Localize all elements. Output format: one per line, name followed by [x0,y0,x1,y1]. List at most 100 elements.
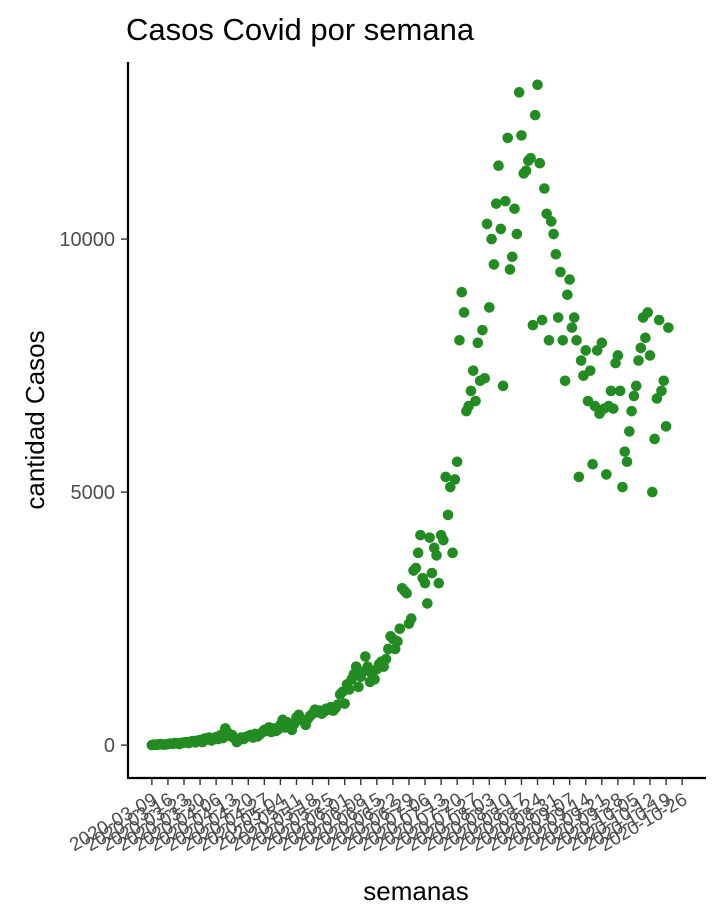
y-tick-label: 10000 [59,229,115,251]
data-point [419,577,431,589]
y-ticks: 0 5000 10000 [59,229,128,757]
data-point [596,337,608,349]
data-point [506,251,518,263]
data-point [495,223,507,235]
data-point [438,534,449,546]
data-point [591,345,603,356]
data-point [633,355,644,366]
data-point [454,335,465,346]
data-point [486,233,497,245]
data-point [555,266,566,278]
data-point [575,355,587,366]
data-point [513,87,525,98]
data-point [534,157,546,169]
data-point [431,550,442,561]
data-point [628,390,640,402]
data-point [630,380,642,392]
data-point [467,365,479,376]
data-point [426,567,438,579]
data-point [566,322,578,333]
data-point [509,203,520,215]
data-point [497,380,509,392]
data-point [635,342,647,354]
data-point [548,228,559,240]
data-point [580,345,592,356]
data-point [642,307,654,318]
data-point [394,623,406,635]
data-point [624,426,635,437]
data-point [573,471,585,483]
data-point [614,385,626,397]
data-point [422,598,433,609]
data-point [649,433,660,445]
data-point [516,130,527,141]
data-point [405,613,417,624]
data-point [568,312,580,323]
data-point [651,393,663,404]
data-point [433,577,445,589]
data-point [656,385,667,397]
data-point [511,228,523,240]
data-point [380,653,392,665]
data-point [653,314,665,326]
data-point [362,661,373,672]
data-point [543,335,555,346]
points-layer [146,79,674,751]
data-point [339,698,350,709]
data-point [458,307,470,318]
data-point [479,372,491,384]
data-point [529,109,541,121]
y-tick-label: 5000 [71,482,116,504]
data-point [451,456,463,468]
data-point [525,152,536,164]
data-point [559,375,571,387]
data-point [490,198,502,209]
data-point [663,322,674,333]
data-point [644,350,656,361]
data-point [640,332,651,344]
data-point [571,335,582,346]
data-point [658,375,670,387]
data-point [456,286,468,298]
y-axis-title: cantidad Casos [20,330,50,509]
data-point [621,456,633,468]
data-point [353,681,364,693]
data-point [392,636,403,647]
data-point [601,469,612,480]
data-point [449,474,461,485]
data-point [481,218,493,230]
data-point [612,350,624,361]
data-point [412,547,424,559]
data-point [502,132,513,144]
data-point [605,385,617,397]
data-point [617,481,628,493]
data-point [660,421,672,432]
x-axis-title: semanas [363,876,469,906]
data-point [488,259,500,270]
data-point [589,400,601,412]
data-point [442,509,454,521]
data-point [477,324,488,336]
data-point [369,674,380,685]
data-point [415,529,426,541]
data-point [562,289,573,301]
data-point [447,547,458,559]
data-point [626,405,637,417]
data-point [343,684,355,695]
data-point [410,562,422,574]
data-point [607,403,619,414]
data-point [440,471,451,483]
data-point [532,79,543,91]
x-ticks: 2020-03-092020-03-162020-03-232020-03-30… [66,778,691,856]
data-point [619,446,631,457]
data-point [401,588,412,599]
data-point [527,319,539,331]
data-point [484,302,495,313]
data-point [585,365,596,376]
data-point [536,314,548,326]
data-point [539,183,550,194]
data-point [646,486,658,498]
data-point [500,195,511,207]
data-point [472,337,484,349]
